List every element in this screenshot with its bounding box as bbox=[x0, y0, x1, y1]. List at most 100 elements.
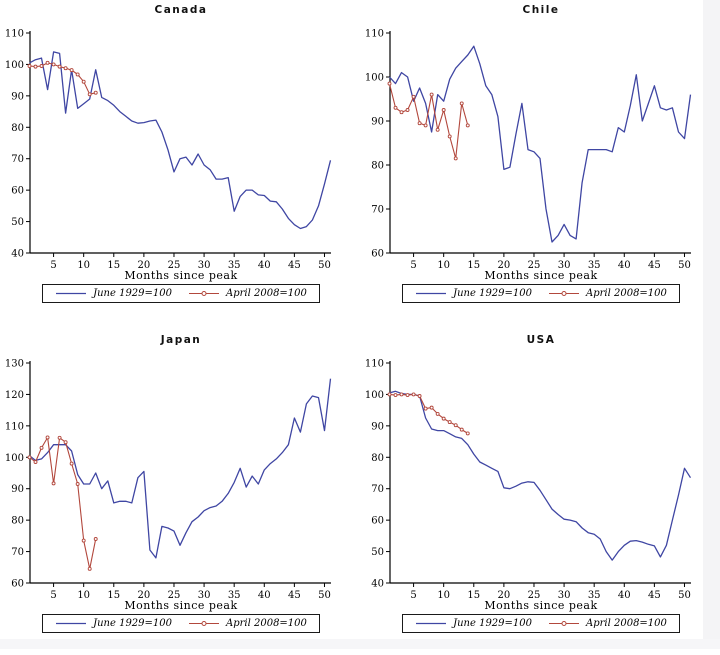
legend-row: June 1929=100 April 2008=100 bbox=[360, 613, 720, 633]
svg-text:10: 10 bbox=[437, 590, 450, 598]
svg-text:30: 30 bbox=[198, 590, 211, 598]
svg-text:20: 20 bbox=[138, 260, 151, 268]
svg-text:90: 90 bbox=[11, 91, 24, 102]
x-axis-label: Months since peak bbox=[124, 269, 238, 282]
usa-plot-area: 40 50 60 70 80 90 100 110 5 10 15 20 25 30 35 40 45 50 bbox=[365, 359, 692, 598]
x-axis-label: Months since peak bbox=[484, 269, 598, 282]
chart-title-usa: USA bbox=[526, 334, 556, 346]
legend-label: June 1929=100 bbox=[453, 288, 532, 299]
svg-text:5: 5 bbox=[50, 260, 56, 268]
svg-text:5: 5 bbox=[50, 590, 56, 598]
svg-text:70: 70 bbox=[11, 547, 24, 558]
svg-text:90: 90 bbox=[371, 421, 384, 432]
x-axis-label: Months since peak bbox=[484, 599, 598, 612]
legend-label: June 1929=100 bbox=[93, 288, 172, 299]
svg-text:25: 25 bbox=[168, 260, 181, 268]
chart-panel-chile: 60 70 80 90 100 110 5 10 15 20 25 30 35 40 45 50 Chile … bbox=[360, 0, 720, 325]
svg-text:15: 15 bbox=[107, 590, 120, 598]
chart-panel-japan: 60 70 80 90 100 110 120 130 5 10 15 20 25 30 35 40 45 50 … bbox=[0, 330, 360, 655]
svg-text:40: 40 bbox=[371, 579, 384, 590]
svg-text:45: 45 bbox=[288, 260, 301, 268]
svg-text:100: 100 bbox=[5, 60, 24, 71]
svg-text:45: 45 bbox=[648, 260, 661, 268]
legend-row: June 1929=100 April 2008=100 bbox=[0, 283, 362, 303]
svg-text:130: 130 bbox=[5, 359, 24, 370]
red-line-marker-sample-icon bbox=[189, 291, 219, 296]
legend-item-1929: June 1929=100 bbox=[55, 288, 172, 299]
legend-item-2008: April 2008=100 bbox=[548, 618, 667, 629]
legend-box: June 1929=100 April 2008=100 bbox=[402, 614, 680, 633]
svg-text:110: 110 bbox=[5, 29, 24, 40]
legend-label: April 2008=100 bbox=[586, 618, 667, 629]
red-line-marker-sample-icon bbox=[549, 291, 579, 296]
legend-item-2008: April 2008=100 bbox=[548, 288, 667, 299]
svg-text:40: 40 bbox=[618, 260, 631, 268]
blue-line-sample-icon bbox=[416, 292, 447, 295]
svg-text:90: 90 bbox=[11, 484, 24, 495]
svg-text:110: 110 bbox=[5, 421, 24, 432]
svg-text:35: 35 bbox=[588, 590, 601, 598]
right-gutter bbox=[703, 0, 720, 649]
legend-row: June 1929=100 April 2008=100 bbox=[0, 613, 362, 633]
svg-text:30: 30 bbox=[198, 260, 211, 268]
chart-title-chile: Chile bbox=[522, 4, 560, 16]
svg-text:45: 45 bbox=[648, 590, 661, 598]
japan-plot-area: 60 70 80 90 100 110 120 130 5 10 15 20 25 30 35 40 45 50 bbox=[5, 359, 332, 598]
bottom-gutter bbox=[0, 639, 720, 649]
svg-text:35: 35 bbox=[588, 260, 601, 268]
x-axis-label: Months since peak bbox=[124, 599, 238, 612]
svg-text:25: 25 bbox=[528, 260, 541, 268]
svg-text:70: 70 bbox=[371, 205, 384, 216]
legend-item-1929: June 1929=100 bbox=[415, 618, 532, 629]
svg-text:70: 70 bbox=[371, 484, 384, 495]
svg-text:50: 50 bbox=[678, 260, 691, 268]
chart-title-japan: Japan bbox=[160, 334, 202, 346]
red-line-marker-sample-icon bbox=[189, 621, 219, 626]
svg-text:50: 50 bbox=[11, 217, 24, 228]
legend-item-2008: April 2008=100 bbox=[188, 618, 307, 629]
svg-text:10: 10 bbox=[77, 590, 90, 598]
svg-text:30: 30 bbox=[558, 260, 571, 268]
blue-line-sample-icon bbox=[56, 622, 87, 625]
svg-text:20: 20 bbox=[498, 590, 511, 598]
svg-text:60: 60 bbox=[371, 516, 384, 527]
chile-plot-area: 60 70 80 90 100 110 5 10 15 20 25 30 35 40 45 50 bbox=[365, 29, 692, 268]
svg-text:30: 30 bbox=[558, 590, 571, 598]
svg-text:40: 40 bbox=[258, 590, 271, 598]
chart-panel-canada: 40 50 60 70 80 90 100 110 5 10 15 20 25 30 35 40 45 50 Ca… bbox=[0, 0, 360, 325]
blue-line-sample-icon bbox=[416, 622, 447, 625]
svg-text:100: 100 bbox=[365, 390, 384, 401]
legend-label: June 1929=100 bbox=[453, 618, 532, 629]
svg-text:25: 25 bbox=[168, 590, 181, 598]
legend-item-2008: April 2008=100 bbox=[188, 288, 307, 299]
svg-text:90: 90 bbox=[371, 117, 384, 128]
legend-label: June 1929=100 bbox=[93, 618, 172, 629]
legend-label: April 2008=100 bbox=[586, 288, 667, 299]
chart-title-canada: Canada bbox=[154, 4, 208, 16]
svg-text:100: 100 bbox=[365, 73, 384, 84]
svg-text:35: 35 bbox=[228, 590, 241, 598]
svg-text:25: 25 bbox=[528, 590, 541, 598]
red-line-marker-sample-icon bbox=[549, 621, 579, 626]
svg-text:40: 40 bbox=[258, 260, 271, 268]
svg-text:100: 100 bbox=[5, 453, 24, 464]
svg-text:70: 70 bbox=[11, 154, 24, 165]
svg-text:50: 50 bbox=[318, 260, 331, 268]
svg-text:60: 60 bbox=[371, 249, 384, 260]
svg-text:110: 110 bbox=[365, 359, 384, 370]
legend-box: June 1929=100 April 2008=100 bbox=[42, 284, 320, 303]
svg-text:40: 40 bbox=[618, 590, 631, 598]
svg-text:10: 10 bbox=[437, 260, 450, 268]
blue-line-sample-icon bbox=[56, 292, 87, 295]
svg-text:20: 20 bbox=[498, 260, 511, 268]
svg-text:80: 80 bbox=[371, 453, 384, 464]
chart-panel-usa: 40 50 60 70 80 90 100 110 5 10 15 20 25 30 35 40 45 50 US… bbox=[360, 330, 720, 655]
svg-text:50: 50 bbox=[318, 590, 331, 598]
svg-text:5: 5 bbox=[410, 590, 416, 598]
svg-text:50: 50 bbox=[678, 590, 691, 598]
svg-text:50: 50 bbox=[371, 547, 384, 558]
svg-text:40: 40 bbox=[11, 249, 24, 260]
legend-label: April 2008=100 bbox=[226, 618, 307, 629]
svg-text:5: 5 bbox=[410, 260, 416, 268]
